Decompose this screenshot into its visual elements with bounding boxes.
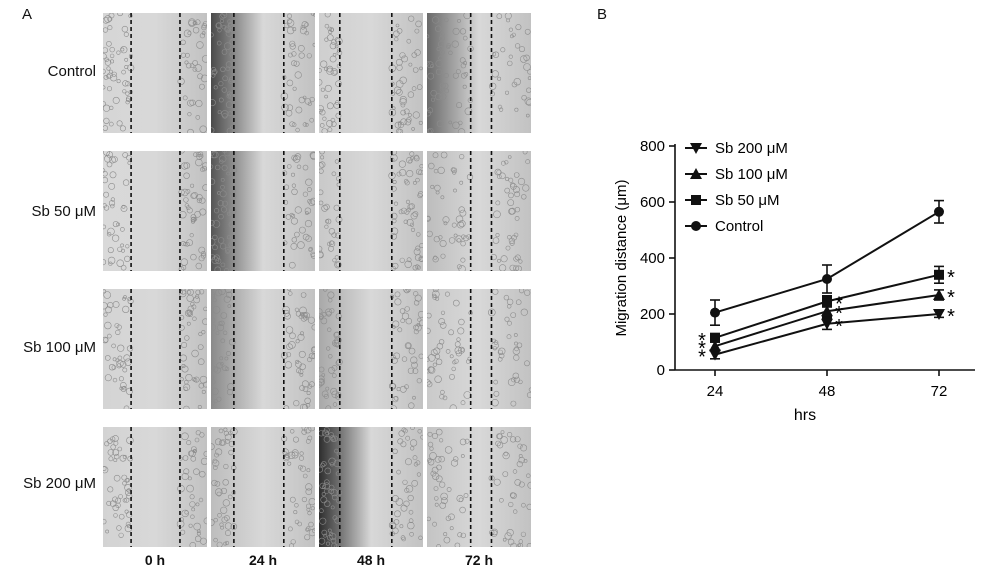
- data-point-3-2: [934, 206, 944, 217]
- col-label-24h: 24 h: [248, 552, 277, 568]
- significance-star: *: [835, 293, 843, 315]
- micrograph-r1-c2: [211, 13, 315, 133]
- data-point-0-0: [709, 349, 721, 361]
- significance-star: *: [947, 287, 955, 309]
- col-label-0h: 0 h: [144, 552, 166, 568]
- data-point-3-0: [710, 307, 720, 318]
- data-point-2-1: [822, 296, 832, 307]
- micrograph-r3-c2: [211, 289, 315, 409]
- legend-marker: [691, 221, 701, 231]
- y-tick-label: 400: [640, 250, 665, 267]
- y-tick-label: 200: [640, 306, 665, 323]
- data-point-0-1: [821, 318, 833, 330]
- significance-star: *: [698, 330, 706, 352]
- micrograph-r4-c3: [319, 427, 423, 547]
- col-label-48h: 48 h: [356, 552, 385, 568]
- data-point-1-1: [821, 305, 833, 317]
- significance-star: *: [947, 306, 955, 328]
- row-label-sb50: Sb 50 μM: [31, 203, 96, 220]
- y-tick-label: 800: [640, 138, 665, 155]
- significance-star: *: [835, 303, 843, 325]
- data-point-1-0: [709, 340, 721, 352]
- legend-marker: [690, 168, 702, 179]
- x-axis-label: hrs: [794, 407, 816, 424]
- legend-label: Sb 50 μM: [715, 192, 780, 209]
- row-label-control: Control: [47, 63, 96, 80]
- legend-label: Sb 200 μM: [715, 140, 788, 157]
- micrograph-r2-c1: [103, 151, 207, 271]
- row-label-sb200: Sb 200 μM: [23, 475, 96, 492]
- micrograph-r2-c2: [211, 151, 315, 271]
- significance-star: *: [947, 267, 955, 289]
- micrograph-r2-c4: [427, 151, 531, 271]
- significance-star: *: [698, 347, 706, 369]
- y-tick-label: 0: [657, 362, 665, 379]
- data-point-2-2: [934, 269, 944, 280]
- micrograph-r1-c4: [427, 13, 531, 133]
- data-point-0-2: [933, 309, 945, 320]
- data-point-2-0: [710, 332, 720, 343]
- col-label-72h: 72 h: [464, 552, 493, 568]
- legend-label: Control: [715, 218, 763, 235]
- panel-b-letter: B: [597, 6, 608, 23]
- migration-line-chart: 0 200 400 600 800 24 48 72 hrs Migration distance…: [613, 138, 975, 424]
- micrograph-r1-c3: [319, 13, 423, 133]
- micrograph-r4-c1: [103, 427, 207, 547]
- data-point-3-1: [822, 274, 832, 284]
- micrograph-r4-c2: [211, 427, 315, 547]
- micrograph-r2-c3: [319, 151, 423, 271]
- legend-label: Sb 100 μM: [715, 166, 788, 183]
- x-tick-label: 24: [707, 383, 724, 400]
- y-tick-label: 600: [640, 194, 665, 211]
- x-tick-label: 48: [819, 383, 836, 400]
- row-label-sb100: Sb 100 μM: [23, 339, 96, 356]
- significance-star: *: [698, 338, 706, 360]
- legend-marker: [690, 143, 702, 154]
- significance-star: *: [835, 316, 843, 338]
- micrograph-r1-c1: [103, 13, 207, 133]
- panel-a-letter: A: [22, 6, 33, 23]
- legend-marker: [691, 195, 701, 205]
- y-axis-label: Migration distance (μm): [613, 179, 630, 336]
- micrograph-r3-c3: [319, 289, 423, 409]
- micrograph-r3-c4: [427, 289, 531, 409]
- micrograph-r4-c4: [427, 427, 531, 547]
- x-tick-label: 72: [931, 383, 948, 400]
- data-point-1-2: [933, 288, 945, 300]
- micrograph-r3-c1: [103, 289, 207, 409]
